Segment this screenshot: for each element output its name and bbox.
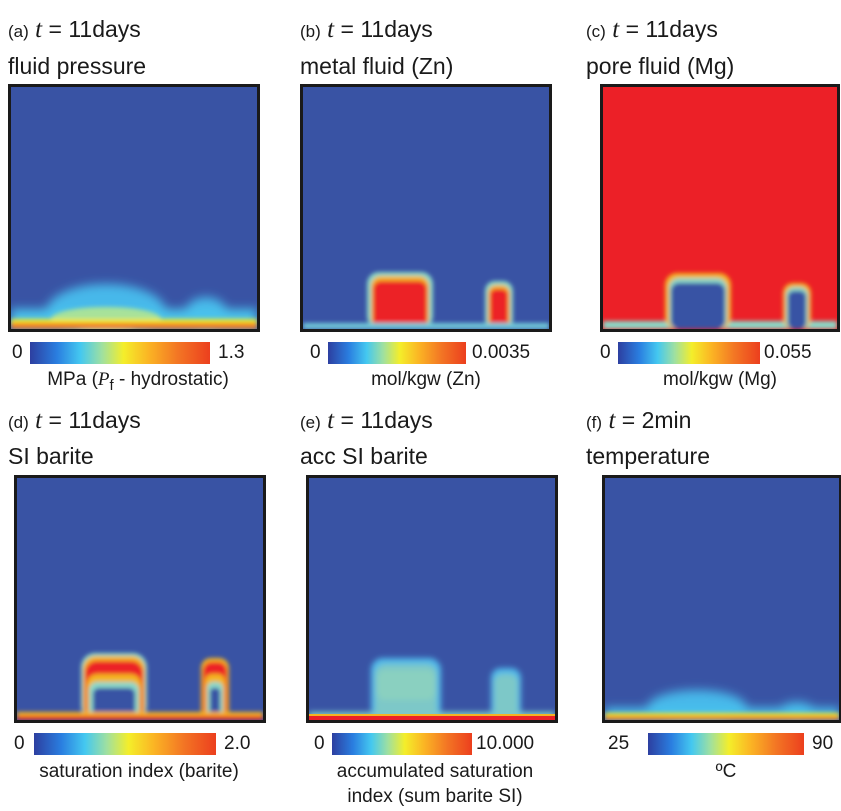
- temperature-field-image: [605, 478, 839, 720]
- colorbar-max: 10.000: [476, 733, 535, 754]
- time-symbol: t: [608, 407, 616, 434]
- colorbar-min: 0: [14, 733, 25, 754]
- time-value: 11days: [68, 16, 141, 42]
- time-value: 11days: [645, 16, 718, 42]
- colorbar-max: 90: [812, 733, 834, 754]
- colorbar-unit: MPa (Pf - hydrostatic): [47, 369, 229, 394]
- colorbar-unit: ºC: [715, 761, 737, 782]
- pressure-field-image: [11, 87, 257, 329]
- panel-heading: pore fluid (Mg): [586, 53, 735, 79]
- colorbar-max: 0.0035: [472, 342, 531, 363]
- colorbar-max: 0.055: [764, 342, 812, 363]
- colorbar-min: 25: [608, 733, 630, 754]
- colorbar-min: 0: [12, 342, 23, 363]
- panel-heading: metal fluid (Zn): [300, 53, 454, 79]
- colorbar-max: 2.0: [224, 733, 251, 754]
- colorbar-c: 0 0.055: [586, 342, 841, 366]
- barite-si-image: [17, 478, 263, 720]
- panel-heading: SI barite: [8, 443, 94, 469]
- equals-sign: =: [621, 407, 636, 433]
- colorbar-b: 0 0.0035: [300, 342, 560, 366]
- panel-label: (e): [300, 413, 321, 432]
- time-value: 11days: [360, 16, 433, 42]
- colorbar-gradient: [618, 342, 760, 364]
- colorbar-unit-line-1: accumulated saturation: [336, 761, 534, 782]
- colorbar-unit: mol/kgw (Mg): [662, 369, 777, 390]
- time-symbol: t: [35, 407, 43, 434]
- panel-label: (b): [300, 22, 321, 41]
- zinc-field-plot: [300, 84, 552, 332]
- time-value: 11days: [360, 407, 433, 433]
- equals-sign: =: [48, 16, 62, 42]
- panel-title: (c) t = 11days: [586, 15, 718, 46]
- colorbar-gradient: [328, 342, 466, 364]
- time-symbol: t: [35, 16, 43, 43]
- time-symbol: t: [327, 16, 335, 43]
- colorbar-min: 0: [600, 342, 611, 363]
- colorbar-a: 0 1.3: [8, 342, 260, 366]
- equals-sign: =: [48, 407, 62, 433]
- temperature-field-plot: [602, 475, 841, 723]
- panel-label: (f): [586, 413, 603, 432]
- pressure-field-plot: [8, 84, 260, 332]
- equals-sign: =: [340, 407, 354, 433]
- colorbar-min: 0: [314, 733, 325, 754]
- colorbar-f: 25 90: [586, 733, 841, 757]
- magnesium-field-plot: [600, 84, 840, 332]
- accumulated-si-image: [309, 478, 555, 720]
- equals-sign: =: [340, 16, 354, 42]
- colorbar-d: 0 2.0: [8, 733, 268, 757]
- colorbar-gradient: [30, 342, 210, 364]
- colorbar-gradient: [332, 733, 472, 755]
- equals-sign: =: [625, 16, 639, 42]
- colorbar-e: 0 10.000: [300, 733, 570, 757]
- panel-heading: temperature: [586, 443, 711, 469]
- panel-title: (d) t = 11days: [8, 406, 141, 437]
- panel-heading: acc SI barite: [300, 443, 428, 469]
- zinc-field-image: [303, 87, 549, 329]
- colorbar-unit: mol/kgw (Zn): [371, 369, 481, 390]
- accumulated-si-plot: [306, 475, 558, 723]
- time-symbol: t: [612, 16, 620, 43]
- time-value: 2min: [641, 407, 692, 433]
- colorbar-min: 0: [310, 342, 321, 363]
- time-value: 11days: [68, 407, 141, 433]
- colorbar-gradient: [648, 733, 804, 755]
- magnesium-field-image: [603, 87, 837, 329]
- panel-title: (f) t = 2min: [586, 406, 691, 437]
- panel-heading: fluid pressure: [8, 53, 147, 79]
- panel-label: (a): [8, 22, 29, 41]
- colorbar-gradient: [34, 733, 216, 755]
- colorbar-unit: saturation index (barite): [39, 761, 239, 782]
- panel-label: (c): [586, 22, 606, 41]
- colorbar-max: 1.3: [218, 342, 245, 363]
- panel-label: (d): [8, 413, 29, 432]
- time-symbol: t: [327, 407, 335, 434]
- panel-title: (b) t = 11days: [300, 15, 433, 46]
- panel-title: (e) t = 11days: [300, 406, 433, 437]
- colorbar-unit-line-2: index (sum barite SI): [347, 786, 523, 807]
- panel-title: (a) t = 11days: [8, 15, 141, 46]
- barite-si-plot: [14, 475, 266, 723]
